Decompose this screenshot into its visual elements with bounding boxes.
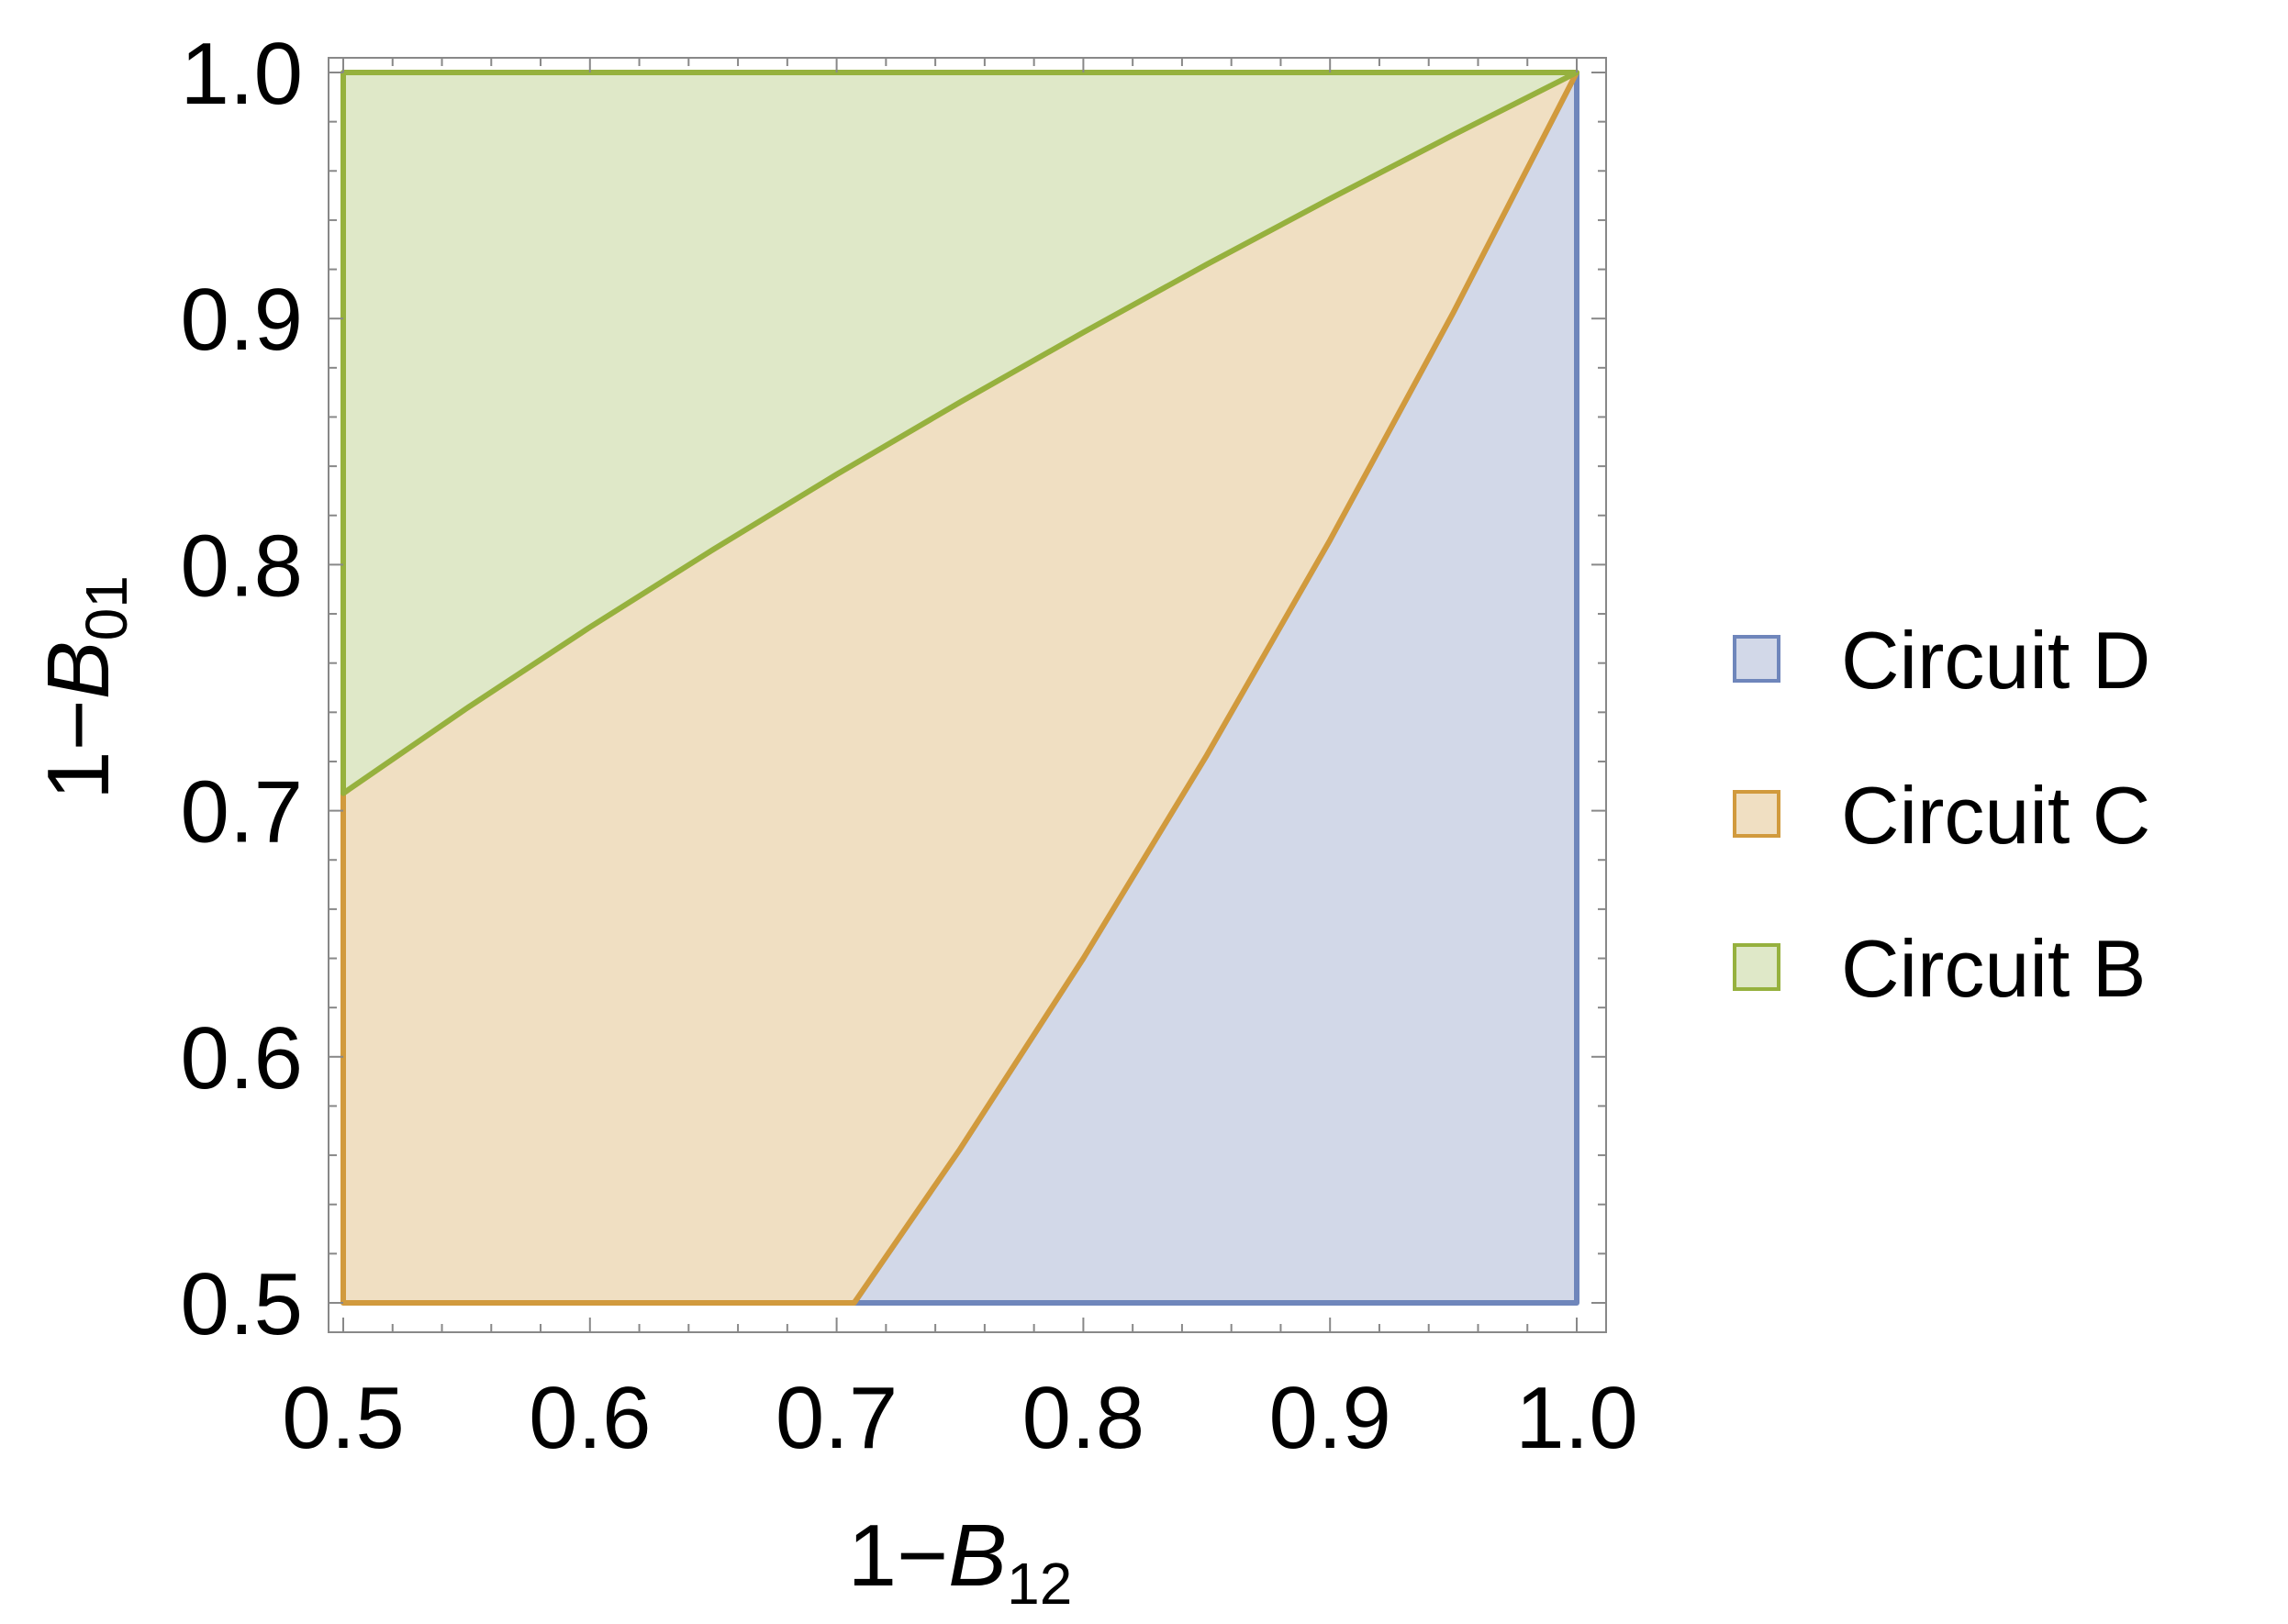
legend-label-circuit-b: Circuit B: [1841, 923, 2147, 1014]
y-axis-title-sub: 01: [73, 575, 140, 640]
x-tick-label: 0.9: [1268, 1369, 1390, 1467]
x-axis-title: 1−B12: [848, 1507, 1073, 1617]
y-tick-label: 0.9: [181, 271, 303, 369]
x-axis-title-var: B: [948, 1507, 1007, 1605]
legend-swatch-circuit-c: [1733, 790, 1780, 838]
plot-frame: [328, 57, 1607, 1333]
legend-swatch-circuit-d: [1733, 635, 1780, 683]
x-tick-label: 0.5: [282, 1369, 404, 1467]
legend: Circuit D Circuit C Circuit B: [1733, 615, 2150, 1014]
legend-swatch-circuit-b: [1733, 943, 1780, 991]
x-axis-title-sub: 12: [1007, 1551, 1072, 1617]
y-tick-label: 0.7: [181, 763, 303, 862]
axis-ticks: [329, 58, 1606, 1332]
y-axis-title-prefix: 1−: [29, 699, 128, 799]
y-tick-labels: 0.5 0.6 0.7 0.8 0.9 1.0: [181, 25, 303, 1353]
y-tick-label: 0.8: [181, 517, 303, 615]
x-tick-label: 1.0: [1515, 1369, 1637, 1467]
plot-regions: [340, 70, 1579, 1306]
legend-label-circuit-d: Circuit D: [1841, 615, 2150, 706]
x-tick-label: 0.6: [529, 1369, 651, 1467]
legend-label-circuit-c: Circuit C: [1841, 770, 2150, 861]
x-axis-title-prefix: 1−: [848, 1507, 948, 1605]
y-axis-title: 1−B01: [29, 575, 140, 800]
y-tick-label: 0.6: [181, 1009, 303, 1107]
y-tick-label: 0.5: [181, 1255, 303, 1353]
y-tick-label: 1.0: [181, 25, 303, 123]
x-tick-label: 0.7: [776, 1369, 898, 1467]
x-tick-labels: 0.5 0.6 0.7 0.8 0.9 1.0: [282, 1369, 1637, 1467]
x-tick-label: 0.8: [1022, 1369, 1144, 1467]
y-axis-title-var: B: [29, 640, 128, 699]
